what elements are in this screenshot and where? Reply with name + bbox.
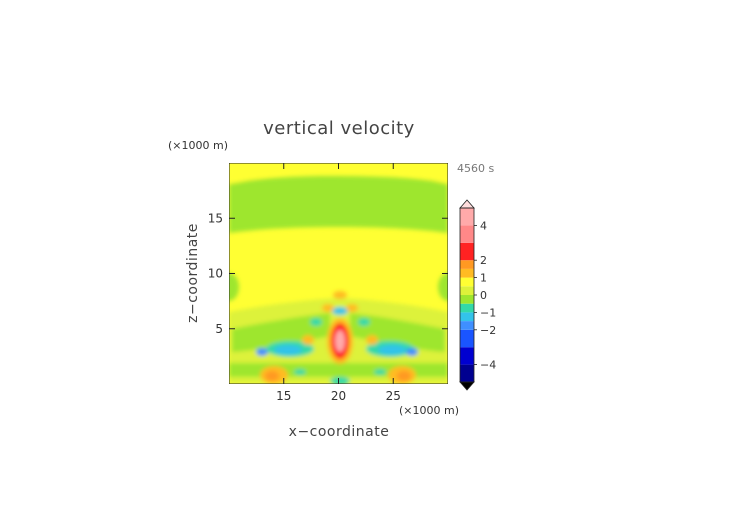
y-axis-unit: (×1000 m) [168,139,228,152]
colorbar-band [460,268,474,278]
region-blue-right [406,348,418,356]
colorbar-label: −2 [480,324,496,337]
colorbar-band [460,347,474,365]
colorbar-band [460,225,474,243]
colorbar-label: 4 [480,219,487,232]
colorbar: 4 2 1 0 −1 −2 −4 [459,199,496,391]
colorbar-band [460,208,474,226]
region-cyan-center-upper [332,307,348,315]
region-top-yellow-right [385,163,448,184]
colorbar-band [460,295,474,304]
y-axis-label: z−coordinate [185,223,201,323]
region-orange-mid-left [302,335,314,345]
region-orange-mid-right [366,335,378,345]
region-left-green-arm [232,313,330,352]
colorbar-band [460,260,474,269]
x-axis: 15 20 25 [276,163,401,403]
colorbar-bands [460,208,474,382]
region-left-side-lobe [229,273,239,301]
region-darkorange-low-right [397,371,411,381]
colorbar-band [460,321,474,330]
colorbar-band [460,303,474,313]
chart-title: vertical velocity [263,118,415,139]
region-right-green-arm [350,313,445,352]
region-orange-top-center [333,291,347,299]
x-tick-label: 20 [331,389,346,403]
colorbar-band [460,312,474,322]
region-orange-upper-right [346,304,358,312]
region-teal-bottom-left [294,369,306,375]
colorbar-band [460,364,474,382]
region-right-side-lobe [438,273,448,301]
colorbar-upper-extend [459,199,475,209]
region-darkorange-low-left [265,371,279,381]
colorbar-label: −4 [480,359,496,372]
colorbar-label: 2 [480,254,487,267]
region-upper-green-band [229,176,448,233]
region-teal-left-small [310,318,322,326]
region-orange-upper-left [322,304,334,312]
x-tick-label: 25 [386,389,401,403]
colorbar-label: −1 [480,306,496,319]
colorbar-band [460,286,474,295]
region-cyan-left-core [274,345,302,355]
x-tick-label: 15 [276,389,291,403]
y-tick-label: 15 [208,211,223,225]
region-teal-right-small [358,318,370,326]
region-updraft-core [335,330,345,352]
region-cyan-right-core [378,345,406,355]
y-axis: 5 10 15 [208,211,448,336]
y-tick-label: 10 [208,267,223,281]
time-label: 4560 s [457,162,494,175]
x-axis-label: x−coordinate [289,424,390,440]
region-teal-bottom-center [330,377,350,384]
region-blue-left [256,348,268,356]
x-axis-unit: (×1000 m) [399,404,459,417]
colorbar-band [460,329,474,348]
colorbar-label: 1 [480,272,487,285]
region-top-yellow-left [229,163,300,184]
heatmap-field [229,163,448,384]
colorbar-band [460,277,474,287]
colorbar-label: 0 [480,289,487,302]
colorbar-band [460,242,474,261]
region-teal-bottom-right [374,369,386,375]
y-tick-label: 5 [215,322,223,336]
colorbar-lower-extend [459,381,475,391]
colorbar-labels: 4 2 1 0 −1 −2 −4 [474,219,496,372]
